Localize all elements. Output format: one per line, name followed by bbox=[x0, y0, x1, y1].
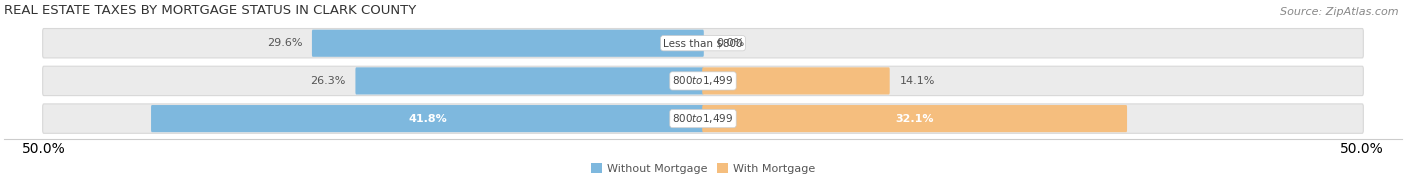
FancyBboxPatch shape bbox=[42, 66, 1364, 96]
FancyBboxPatch shape bbox=[42, 104, 1364, 133]
Text: $800 to $1,499: $800 to $1,499 bbox=[672, 112, 734, 125]
Text: Less than $800: Less than $800 bbox=[664, 38, 742, 48]
FancyBboxPatch shape bbox=[312, 30, 704, 57]
Text: 26.3%: 26.3% bbox=[311, 76, 346, 86]
Text: Source: ZipAtlas.com: Source: ZipAtlas.com bbox=[1281, 7, 1399, 17]
FancyBboxPatch shape bbox=[150, 105, 704, 132]
Text: 32.1%: 32.1% bbox=[896, 114, 934, 124]
FancyBboxPatch shape bbox=[356, 67, 704, 95]
Text: REAL ESTATE TAXES BY MORTGAGE STATUS IN CLARK COUNTY: REAL ESTATE TAXES BY MORTGAGE STATUS IN … bbox=[4, 4, 416, 17]
Text: $800 to $1,499: $800 to $1,499 bbox=[672, 74, 734, 87]
FancyBboxPatch shape bbox=[702, 67, 890, 95]
Legend: Without Mortgage, With Mortgage: Without Mortgage, With Mortgage bbox=[586, 159, 820, 178]
Text: 14.1%: 14.1% bbox=[900, 76, 935, 86]
Text: 41.8%: 41.8% bbox=[408, 114, 447, 124]
Text: 29.6%: 29.6% bbox=[267, 38, 302, 48]
FancyBboxPatch shape bbox=[702, 105, 1128, 132]
FancyBboxPatch shape bbox=[42, 28, 1364, 58]
Text: 0.0%: 0.0% bbox=[716, 38, 744, 48]
